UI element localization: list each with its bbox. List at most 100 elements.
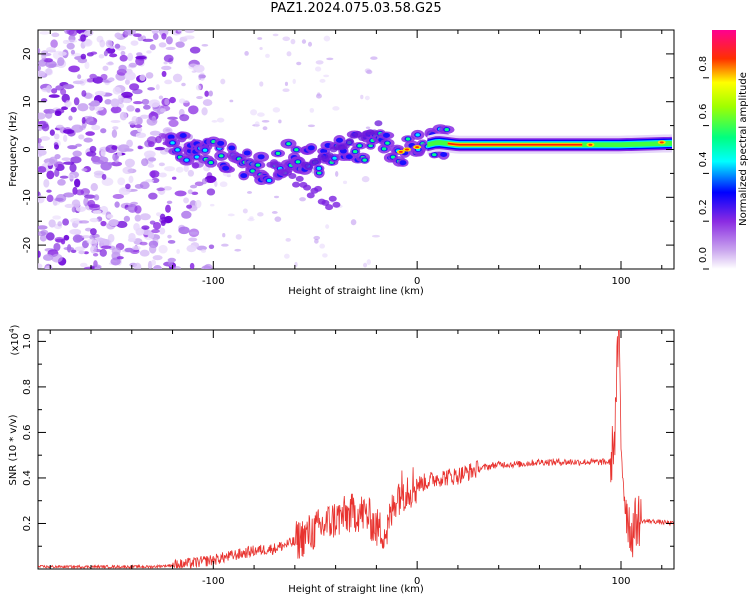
noise-blob <box>119 54 128 62</box>
noise-blob <box>285 237 291 242</box>
noise-blob <box>147 163 155 168</box>
noise-blob <box>257 212 264 217</box>
noise-blob <box>296 61 302 66</box>
noise-blob <box>166 200 173 205</box>
noise-blob <box>165 36 173 45</box>
noise-blob <box>141 158 149 167</box>
ridge-blob-core <box>243 150 251 156</box>
noise-blob <box>57 221 62 227</box>
noise-blob <box>158 162 165 167</box>
noise-blob <box>72 80 84 85</box>
noise-blob <box>38 121 47 125</box>
noise-blob <box>183 164 189 173</box>
noise-blob <box>259 46 263 50</box>
noise-blob <box>167 239 176 244</box>
noise-blob <box>208 244 215 250</box>
noise-blob <box>124 79 130 85</box>
noise-blob <box>99 39 106 48</box>
noise-blob <box>54 197 64 202</box>
noise-blob <box>80 53 87 60</box>
noise-blob <box>100 128 107 134</box>
noise-blob <box>254 121 260 128</box>
noise-blob <box>167 257 177 263</box>
snr-ytick-label: 0.2 <box>22 516 33 532</box>
spectrogram-xlabel: Height of straight line (km) <box>288 286 424 297</box>
hot-spot-core <box>404 148 409 151</box>
noise-blob <box>112 193 125 199</box>
noise-blob <box>158 95 164 100</box>
noise-blob <box>220 78 226 85</box>
ridge-blob-core <box>222 165 230 171</box>
streak-blob <box>288 172 297 179</box>
streak-blob <box>370 129 379 136</box>
noise-blob <box>92 106 104 111</box>
noise-blob <box>83 30 94 37</box>
noise-blob <box>38 138 42 144</box>
noise-blob <box>62 84 75 90</box>
noise-blob <box>72 186 78 195</box>
noise-blob <box>105 144 118 154</box>
noise-blob <box>149 130 161 136</box>
noise-blob <box>186 204 193 209</box>
noise-blob <box>116 151 122 157</box>
noise-blob <box>86 78 95 83</box>
noise-blob <box>172 73 183 83</box>
noise-blob <box>131 245 141 251</box>
noise-blob <box>147 157 157 162</box>
noise-blob <box>54 110 62 117</box>
noise-blob <box>112 126 119 130</box>
noise-blob <box>106 62 115 66</box>
noise-blob <box>189 231 199 235</box>
noise-blob <box>118 64 127 72</box>
noise-blob <box>152 255 163 261</box>
noise-blob <box>57 57 65 66</box>
noise-blob <box>361 176 370 183</box>
noise-blob <box>135 227 145 236</box>
noise-blob <box>110 257 121 266</box>
noise-blob <box>164 79 173 85</box>
noise-blob <box>191 162 200 169</box>
spectrogram-xtick-label: 0 <box>414 276 420 287</box>
noise-blob <box>139 213 151 221</box>
noise-blob <box>201 178 208 185</box>
noise-blob <box>100 73 108 81</box>
noise-blob <box>100 245 112 250</box>
noise-blob <box>133 33 142 38</box>
noise-blob <box>156 187 165 192</box>
noise-blob <box>135 132 147 139</box>
noise-blob <box>168 119 179 128</box>
noise-blob <box>201 249 207 253</box>
streak-blob <box>303 184 312 191</box>
noise-blob <box>89 145 97 153</box>
noise-blob <box>75 189 85 196</box>
noise-blob <box>81 235 91 239</box>
ridge-blob-core <box>217 140 225 146</box>
noise-blob <box>81 90 87 97</box>
noise-blob <box>92 209 102 214</box>
noise-blob <box>315 93 322 99</box>
noise-blob <box>139 114 149 119</box>
noise-blob <box>129 83 140 91</box>
noise-blob <box>222 233 226 238</box>
noise-blob <box>128 175 134 184</box>
noise-blob <box>124 158 135 168</box>
noise-blob <box>96 110 104 116</box>
streak-blob <box>314 185 323 192</box>
streak-blob <box>305 164 314 171</box>
noise-blob <box>80 34 86 42</box>
ridge-blob-peak <box>332 156 337 160</box>
noise-blob <box>208 90 213 97</box>
noise-blob <box>141 98 150 105</box>
ridge-blob-core <box>179 132 187 138</box>
noise-blob <box>364 95 370 101</box>
noise-blob <box>107 233 115 243</box>
noise-blob <box>272 33 279 37</box>
spectrogram-ytick-label: 0 <box>22 146 33 152</box>
ridge-blob-peak <box>275 151 281 155</box>
noise-blob <box>68 115 73 121</box>
noise-blob <box>114 32 122 39</box>
noise-blob <box>90 183 98 192</box>
noise-blob <box>39 234 47 242</box>
